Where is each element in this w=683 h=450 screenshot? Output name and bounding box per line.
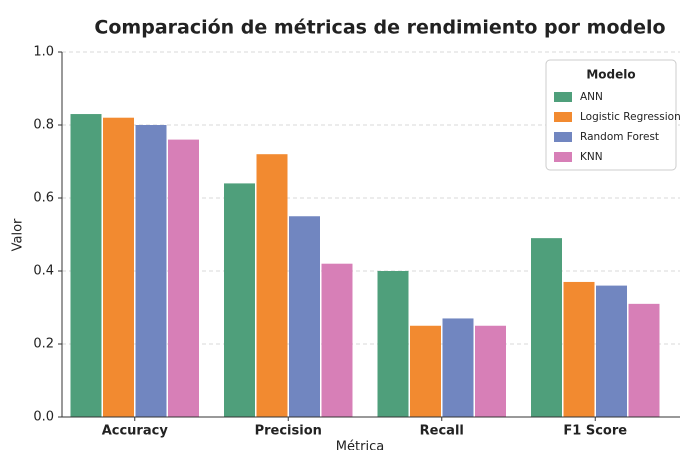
legend-label: Logistic Regression [580, 111, 681, 123]
bar [410, 325, 441, 417]
y-tick-label: 0.8 [33, 118, 54, 133]
bar [135, 125, 167, 417]
y-tick-label: 0.0 [33, 410, 54, 425]
bar [531, 238, 562, 417]
legend-box [545, 59, 677, 171]
legend-swatch [554, 92, 572, 102]
bar [103, 117, 134, 417]
bar [628, 303, 660, 417]
bar [475, 325, 506, 417]
chart-title: Comparación de métricas de rendimiento p… [94, 17, 665, 39]
legend-swatch [554, 112, 572, 122]
legend-label: Random Forest [580, 131, 659, 143]
x-tick-label: Accuracy [102, 424, 169, 439]
legend-swatch [554, 132, 572, 142]
y-tick-label: 0.6 [33, 191, 54, 206]
x-tick-label: Precision [255, 424, 322, 439]
bar [563, 281, 595, 417]
y-axis-label: Valor [11, 218, 26, 251]
bar [377, 271, 409, 417]
legend-label: KNN [580, 151, 603, 163]
bar [321, 263, 353, 417]
x-axis-label: Métrica [336, 440, 384, 450]
x-tick-label: Recall [420, 424, 464, 439]
y-tick-label: 1.0 [33, 45, 54, 60]
y-tick-label: 0.4 [33, 264, 54, 279]
bar [596, 285, 627, 417]
bar [289, 216, 320, 417]
bar [168, 139, 199, 417]
bar [224, 183, 255, 417]
y-tick-label: 0.2 [33, 337, 54, 352]
bar [442, 318, 474, 417]
legend-swatch [554, 152, 572, 162]
legend-title: Modelo [586, 68, 635, 82]
bar [70, 114, 102, 418]
x-tick-label: F1 Score [563, 424, 627, 439]
legend-label: ANN [580, 91, 603, 103]
bar [256, 154, 288, 417]
